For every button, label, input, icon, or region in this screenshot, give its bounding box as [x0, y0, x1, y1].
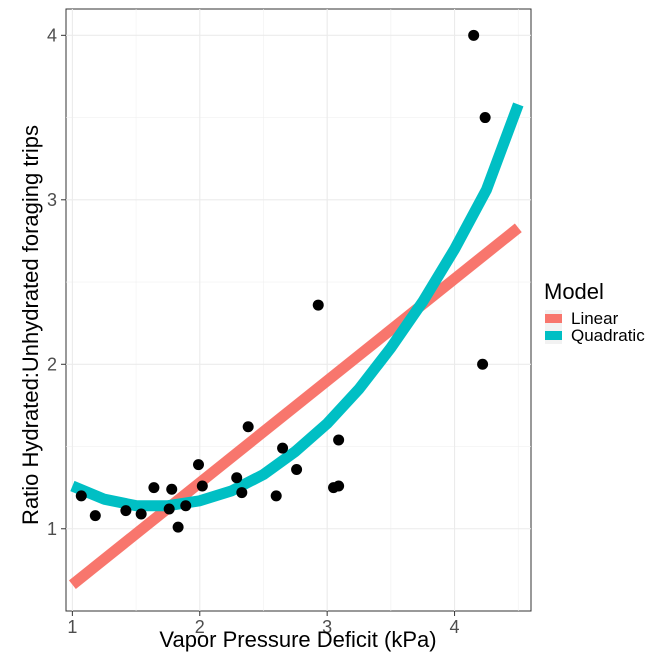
- x-tick-label: 3: [322, 617, 332, 637]
- x-axis-title: Vapor Pressure Deficit (kPa): [159, 627, 436, 652]
- x-tick-label: 2: [195, 617, 205, 637]
- data-point: [166, 483, 178, 495]
- legend-swatch-quadratic: [545, 331, 562, 340]
- data-point: [312, 299, 324, 311]
- x-axis-ticks: 1 2 3 4: [67, 611, 460, 637]
- data-point: [163, 503, 175, 515]
- y-tick-label: 3: [47, 190, 57, 210]
- plot-panel: [65, 8, 532, 612]
- x-tick-label: 4: [450, 617, 460, 637]
- y-tick-label: 2: [47, 354, 57, 374]
- data-point: [277, 442, 289, 454]
- data-point: [236, 487, 248, 499]
- data-point: [75, 490, 87, 502]
- y-axis-title: Ratio Hydrated:Unhydrated foraging trips: [18, 125, 43, 525]
- data-point: [196, 480, 208, 492]
- data-point: [242, 421, 254, 433]
- data-point: [479, 112, 491, 124]
- data-point: [231, 472, 243, 484]
- data-point: [89, 510, 101, 522]
- legend-title: Model: [544, 279, 604, 304]
- legend: Model Linear Quadratic: [544, 279, 645, 345]
- data-point: [120, 505, 132, 517]
- x-tick-label: 1: [67, 617, 77, 637]
- data-point: [192, 459, 204, 471]
- data-point: [172, 521, 184, 533]
- data-point: [135, 508, 147, 520]
- data-point: [477, 358, 489, 370]
- data-point: [148, 482, 160, 494]
- data-point: [333, 480, 345, 492]
- y-tick-label: 1: [47, 519, 57, 539]
- data-point: [180, 500, 192, 512]
- legend-label-quadratic: Quadratic: [571, 326, 645, 345]
- legend-label-linear: Linear: [571, 309, 619, 328]
- series-line-quadratic: [70, 102, 524, 512]
- legend-swatch-linear: [545, 314, 562, 323]
- fit-lines: [68, 102, 524, 589]
- data-point: [291, 464, 303, 476]
- series-line-linear: [68, 223, 522, 589]
- data-point: [468, 29, 480, 41]
- data-points: [75, 29, 491, 533]
- y-axis-ticks: 1 2 3 4: [47, 25, 66, 539]
- data-point: [333, 434, 345, 446]
- y-tick-label: 4: [47, 25, 57, 45]
- data-point: [270, 490, 282, 502]
